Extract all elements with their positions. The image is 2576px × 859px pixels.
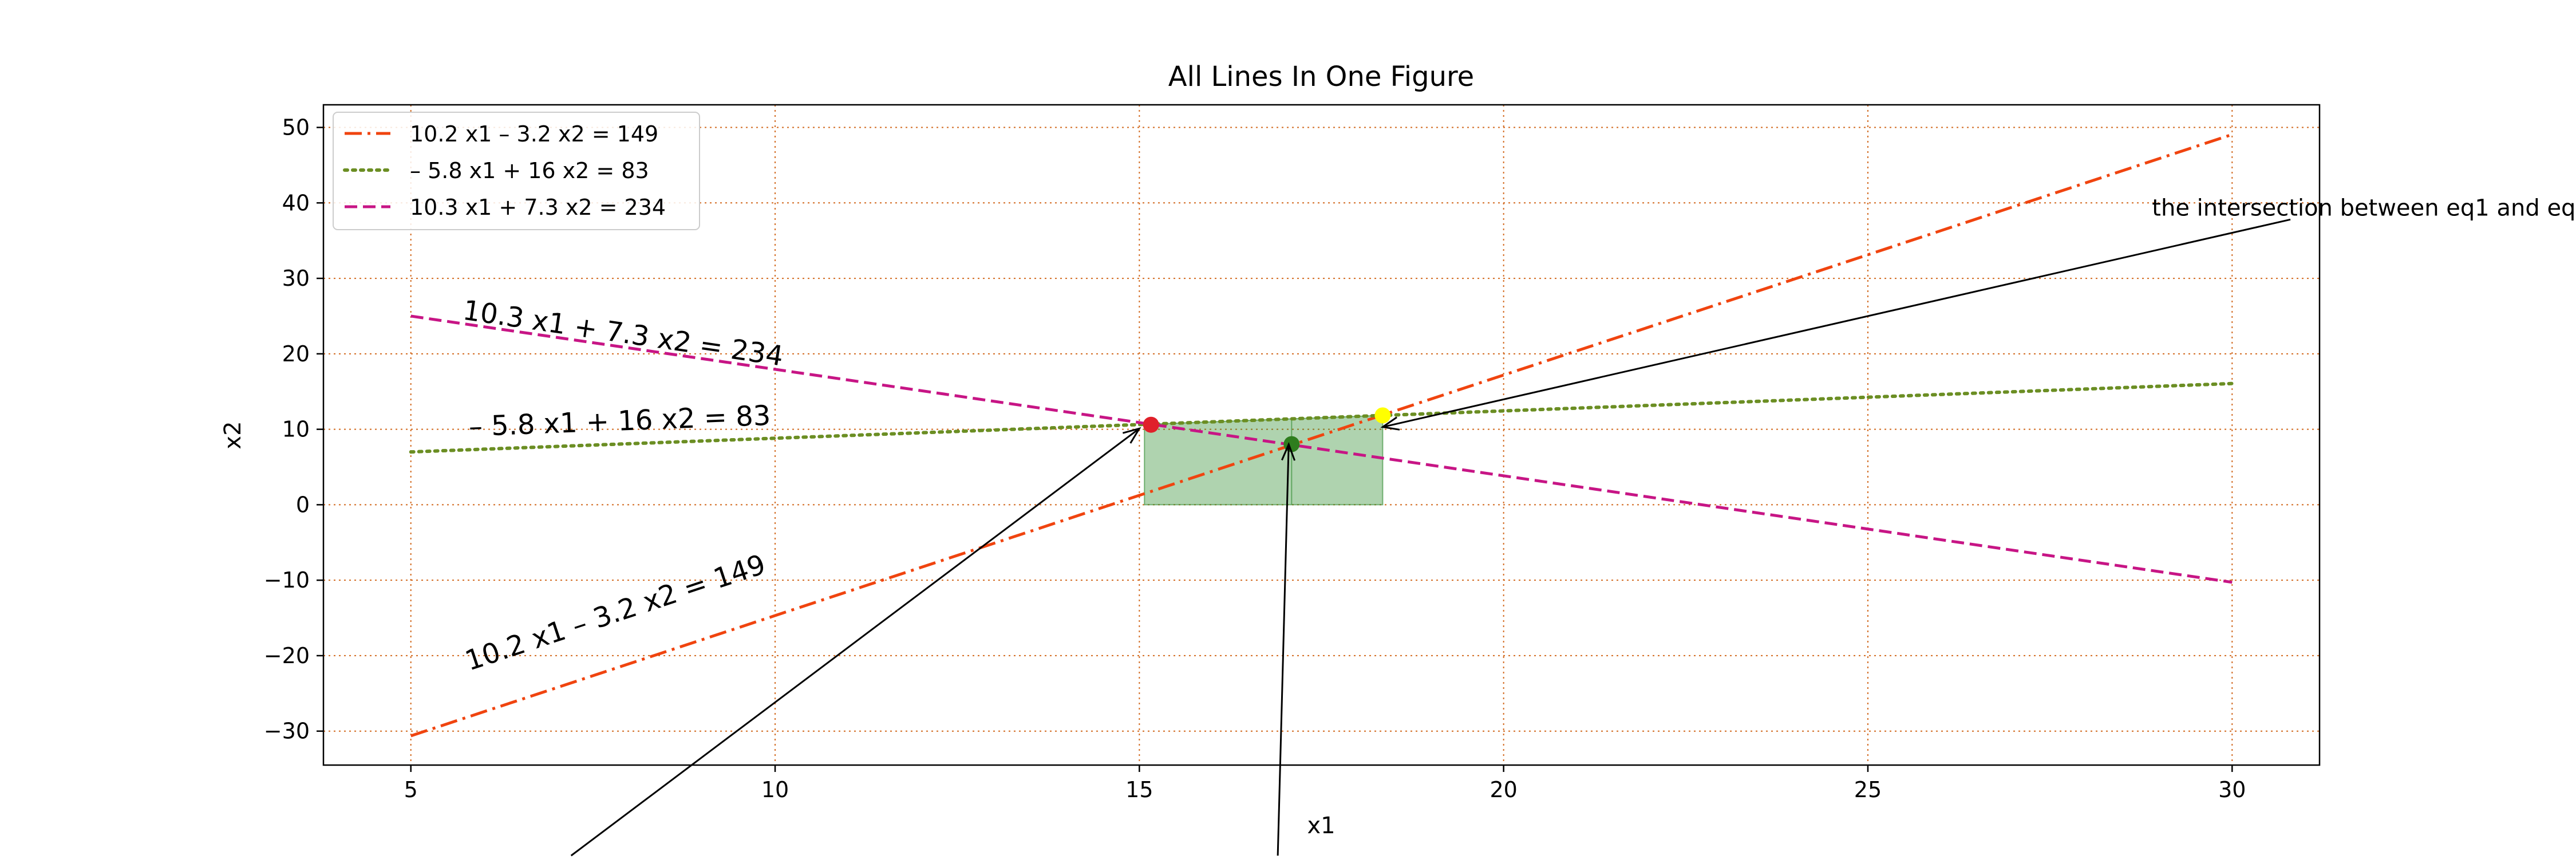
intersection-point: [1143, 416, 1159, 433]
legend-label: 10.2 x1 – 3.2 x2 = 149: [410, 121, 658, 147]
annotation-arrowhead: [1380, 416, 1400, 431]
line-labels: 10.3 x1 + 7.3 x2 = 234 – 5.8 x1 + 16 x2 =…: [461, 294, 785, 677]
y-axis-ticks: −30 −20 −10 0 10 20 30 40 50: [264, 115, 323, 744]
line-label: 10.2 x1 – 3.2 x2 = 149: [461, 549, 769, 677]
y-tick-label: −30: [264, 719, 310, 744]
chart-title: All Lines In One Figure: [1168, 61, 1474, 93]
y-tick-label: −20: [264, 643, 310, 668]
annotation-arrow: [570, 428, 1140, 857]
x-tick-label: 25: [1854, 777, 1882, 802]
y-tick-label: 20: [282, 341, 310, 367]
y-tick-label: 0: [296, 492, 310, 517]
annotation-arrowhead: [1281, 442, 1296, 461]
legend: 10.2 x1 – 3.2 x2 = 149 – 5.8 x1 + 16 x2 …: [333, 112, 700, 230]
line-label: 10.3 x1 + 7.3 x2 = 234: [461, 294, 785, 373]
annotation-arrow: [1382, 218, 2291, 428]
x-tick-label: 30: [2218, 777, 2246, 802]
legend-box: [333, 112, 700, 230]
legend-label: 10.3 x1 + 7.3 x2 = 234: [410, 195, 666, 220]
x-axis-ticks: 5 10 15 20 25 30: [404, 765, 2246, 802]
line-label: – 5.8 x1 + 16 x2 = 83: [468, 400, 771, 443]
y-tick-label: 30: [282, 266, 310, 291]
legend-label: – 5.8 x1 + 16 x2 = 83: [410, 158, 649, 183]
annotation-text: the intersection between eq1 and eq: [2152, 195, 2575, 222]
series-lines: [409, 133, 2234, 738]
series-line: [409, 381, 2234, 454]
y-tick-label: −10: [264, 568, 310, 593]
y-tick-label: 10: [282, 417, 310, 442]
annotations: the intersection between eq1 and eq: [570, 195, 2575, 857]
annotation-arrowhead: [1122, 427, 1141, 444]
intersection-points: [1143, 407, 1391, 452]
x-tick-label: 10: [761, 777, 789, 802]
x-axis-label: x1: [1307, 813, 1335, 839]
intersection-point: [1374, 407, 1391, 424]
plot-frame: [322, 104, 2321, 766]
x-tick-label: 5: [404, 777, 418, 802]
annotation-arrow: [1277, 444, 1290, 856]
legend-entry: 10.3 x1 + 7.3 x2 = 234: [345, 195, 666, 220]
series-line: [410, 133, 2233, 738]
y-tick-label: 50: [282, 115, 310, 140]
x-tick-label: 20: [1490, 777, 1517, 802]
legend-entry: – 5.8 x1 + 16 x2 = 83: [343, 158, 649, 183]
y-tick-label: 40: [282, 190, 310, 215]
grid: [323, 105, 2320, 765]
x-tick-label: 15: [1125, 777, 1153, 802]
series-line: [410, 314, 2233, 584]
y-axis-label: x2: [220, 421, 246, 449]
legend-entry: 10.2 x1 – 3.2 x2 = 149: [345, 121, 658, 147]
